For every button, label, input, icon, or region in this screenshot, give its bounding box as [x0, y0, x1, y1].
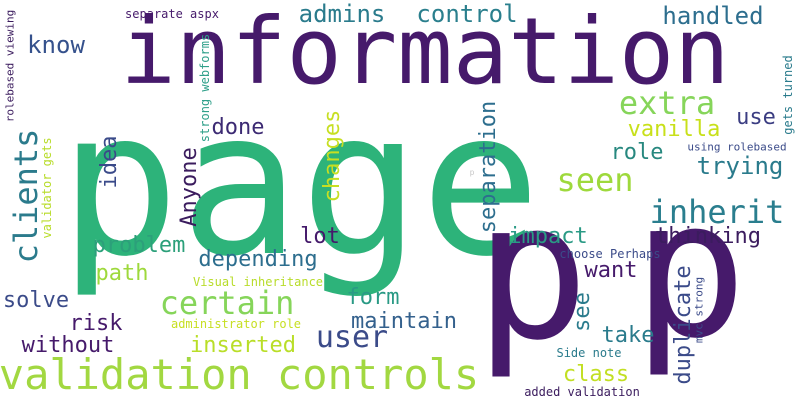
word-information: information	[120, 0, 730, 105]
word-control: control	[416, 0, 518, 28]
word-changes: changes	[320, 109, 345, 203]
word-seen: seen	[556, 161, 634, 199]
word-take: take	[601, 323, 655, 348]
word-maintain: maintain	[351, 309, 457, 334]
word-strong-webforms: strong webforms	[198, 33, 212, 143]
word-rolebased-viewing: rolebased viewing	[3, 9, 17, 123]
word-class: class	[562, 362, 630, 387]
word-admins: admins	[298, 0, 386, 28]
word-validator-gets: validator gets	[40, 137, 54, 239]
word-inherit: inherit	[649, 193, 785, 231]
word-validation-controls: validation controls	[0, 350, 480, 399]
word-p: p	[469, 168, 475, 177]
word-thinking: thinking	[655, 224, 761, 249]
word-inserted: inserted	[190, 333, 296, 358]
word-visual-inheritance: Visual inheritance	[192, 275, 324, 289]
word-administrator-role: administrator role	[170, 317, 302, 331]
word-done: done	[211, 115, 265, 140]
word-mvc-strong: mvc strong	[692, 276, 706, 344]
word-using-rolebased: using rolebased	[687, 140, 787, 154]
word-handled: handled	[662, 2, 764, 30]
word-certain: certain	[159, 284, 295, 322]
word-want: want	[584, 258, 638, 283]
word-lot: lot	[300, 224, 340, 249]
word-risk: risk	[69, 311, 123, 336]
word-p: p	[474, 161, 590, 382]
word-page: page	[59, 68, 541, 301]
word-know: know	[27, 31, 85, 59]
word-without: without	[21, 333, 115, 358]
word-impact: impact	[508, 224, 588, 249]
word-see: see	[570, 292, 595, 332]
word-trying: trying	[696, 152, 784, 180]
word-clients: clients	[7, 128, 45, 264]
word-depending: depending	[198, 247, 318, 272]
word-gets-turned: gets turned	[781, 55, 795, 135]
word-role: role	[610, 140, 664, 165]
word-use: use	[736, 105, 776, 130]
word-vanilla: vanilla	[627, 117, 721, 142]
word-side-note: Side note	[556, 346, 622, 360]
word-extra: extra	[618, 84, 716, 122]
word-idea: idea	[97, 135, 122, 189]
word-separation: separation	[476, 100, 501, 234]
word-anyone: Anyone	[177, 147, 202, 227]
word-user: user	[315, 320, 389, 355]
word-added-validation: added validation	[524, 385, 640, 399]
word-form: form	[346, 285, 400, 310]
word-solve: solve	[2, 288, 70, 313]
word-problem: problem	[92, 233, 186, 258]
word-path: path	[95, 261, 149, 286]
word-choose-perhaps: choose Perhaps	[559, 247, 661, 261]
word-p: p	[632, 159, 748, 380]
word-separate-aspx: separate aspx	[125, 7, 219, 21]
